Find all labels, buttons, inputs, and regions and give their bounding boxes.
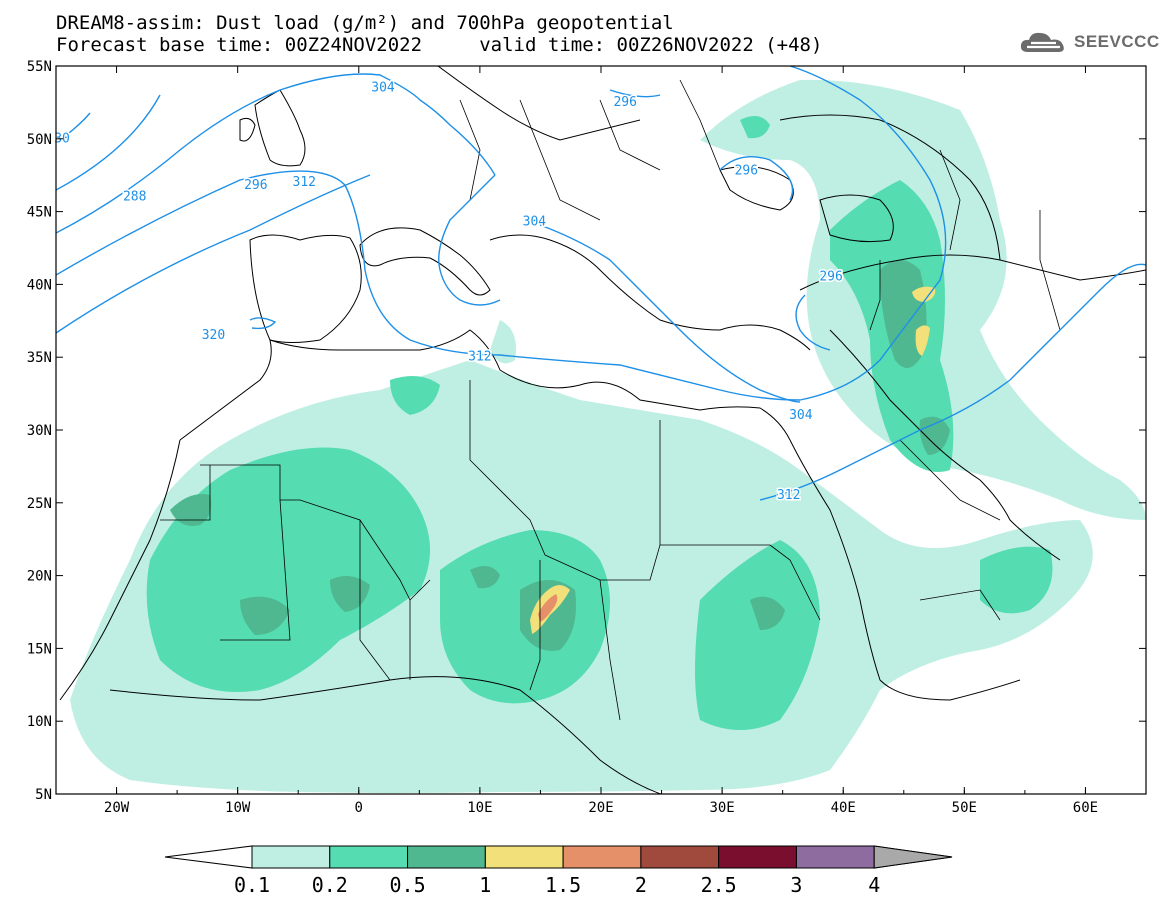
colorbar-label: 0.1	[234, 873, 270, 897]
lat-tick-label: 35N	[27, 350, 52, 366]
lat-tick-label: 55N	[27, 59, 52, 75]
colorbar-low-arrow	[164, 845, 253, 869]
lat-tick-label: 30N	[27, 423, 52, 439]
colorbar-label: 1	[479, 873, 491, 897]
lat-tick-label: 50N	[27, 132, 52, 148]
contour-label: 320	[202, 328, 225, 343]
lat-tick-label: 45N	[27, 205, 52, 221]
lon-tick-label: 10E	[467, 800, 492, 816]
chart-subtitle: Forecast base time: 00Z24NOV2022 valid t…	[56, 34, 823, 56]
axis-ticks: 20W 10W 0 10E 20E 30E 40E 50E 60E 55N 50N 45N 40N 35N…	[27, 59, 1147, 816]
lon-tick-label: 0	[355, 800, 363, 816]
colorbar-segment	[484, 845, 564, 869]
colorbar-segment	[873, 845, 953, 869]
colorbar-label: 1.5	[545, 873, 581, 897]
lon-tick-label: 40E	[831, 800, 856, 816]
colorbar-segment	[562, 845, 642, 869]
contour-label: 296	[613, 95, 636, 110]
colorbar-segment	[407, 845, 486, 869]
lon-tick-label: 60E	[1073, 800, 1098, 816]
colorbar-label: 2	[635, 873, 647, 897]
colorbar-label: 0.2	[312, 873, 348, 897]
lat-tick-label: 40N	[27, 277, 52, 293]
colorbar-segment	[718, 845, 797, 869]
dust-field	[70, 79, 1146, 793]
country-borders	[160, 79, 1061, 721]
contour-label: 288	[123, 190, 146, 205]
lat-tick-label: 20N	[27, 569, 52, 585]
contour-label: 312	[777, 488, 800, 503]
colorbar-label: 2.5	[701, 873, 737, 897]
lat-tick-label: 5N	[35, 787, 52, 803]
contour-label: 296	[244, 178, 267, 193]
cloud-icon	[1020, 32, 1064, 52]
lon-tick-label: 10W	[225, 800, 251, 816]
colorbar-label: 4	[868, 873, 880, 897]
colorbar-label: 3	[790, 873, 802, 897]
colorbar-label: 0.5	[389, 873, 425, 897]
contour-label: 312	[293, 175, 316, 190]
colorbar: 0.1 0.2 0.5 1 1.5 2 2.5 3 4	[164, 845, 953, 897]
contour-label: 296	[819, 270, 842, 285]
dust-level-1.5	[538, 594, 558, 622]
contour-label: 304	[789, 408, 813, 423]
colorbar-segment	[251, 845, 331, 869]
colorbar-segment	[329, 845, 409, 869]
lat-tick-label: 15N	[27, 641, 52, 657]
logo-text: SEEVCCC	[1074, 32, 1160, 51]
chart-title: DREAM8-assim: Dust load (g/m²) and 700hP…	[56, 12, 674, 34]
lat-tick-label: 25N	[27, 496, 52, 512]
contour-label: 304	[523, 214, 547, 229]
lon-tick-label: 30E	[709, 800, 734, 816]
colorbar-segment	[640, 845, 720, 869]
seevccc-logo: SEEVCCC	[1018, 28, 1160, 56]
lon-tick-label: 50E	[952, 800, 977, 816]
coastlines	[59, 66, 1146, 794]
lon-tick-label: 20W	[104, 800, 130, 816]
contour-label: 304	[371, 80, 395, 95]
lon-tick-label: 20E	[588, 800, 613, 816]
geopotential-contours	[56, 66, 1146, 501]
lat-tick-label: 10N	[27, 714, 52, 730]
contour-label: 296	[735, 163, 758, 178]
colorbar-segment	[795, 845, 875, 869]
contour-label: 312	[468, 350, 491, 365]
